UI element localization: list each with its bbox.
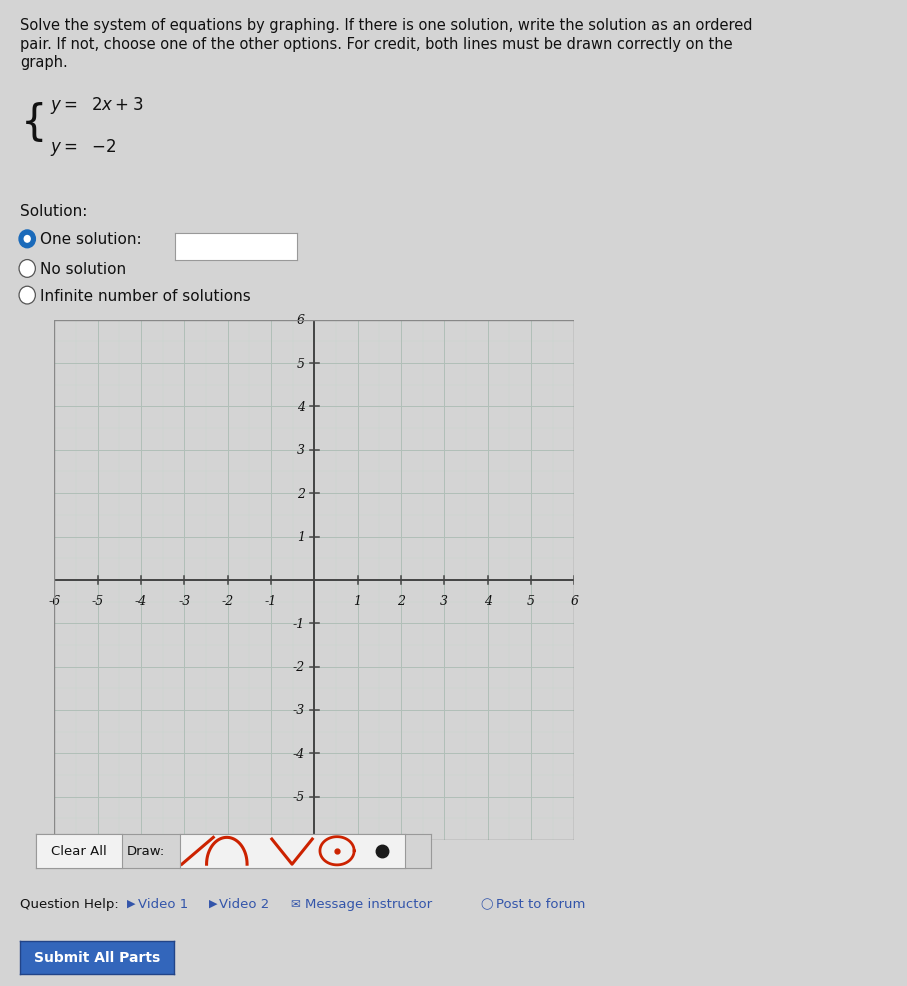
Text: 5: 5 (527, 595, 535, 607)
Text: graph.: graph. (20, 55, 68, 70)
Text: Question Help:: Question Help: (20, 897, 119, 910)
Text: -5: -5 (92, 595, 103, 607)
Text: 4: 4 (483, 595, 492, 607)
Text: 3: 3 (440, 595, 448, 607)
Text: No solution: No solution (40, 261, 126, 277)
Text: 4: 4 (297, 400, 305, 413)
Text: -2: -2 (292, 661, 305, 673)
Text: -1: -1 (292, 617, 305, 630)
Text: ▶: ▶ (127, 897, 135, 907)
Text: Solution:: Solution: (20, 204, 87, 219)
Text: $y=$  $2x+3$: $y=$ $2x+3$ (50, 95, 143, 115)
Text: -4: -4 (135, 595, 147, 607)
Text: -6: -6 (48, 595, 61, 607)
Text: 1: 1 (297, 530, 305, 543)
Text: Video 2: Video 2 (219, 897, 269, 910)
Text: 5: 5 (297, 357, 305, 371)
Text: -3: -3 (292, 704, 305, 717)
Text: 6: 6 (297, 314, 305, 327)
Text: Post to forum: Post to forum (496, 897, 586, 910)
Text: 2: 2 (297, 487, 305, 500)
Text: -5: -5 (292, 790, 305, 804)
Text: -6: -6 (292, 833, 305, 847)
Text: 1: 1 (354, 595, 362, 607)
Text: $\{$: $\{$ (20, 100, 44, 144)
Text: -3: -3 (178, 595, 190, 607)
Text: Message instructor: Message instructor (305, 897, 432, 910)
Text: -1: -1 (265, 595, 277, 607)
Text: -2: -2 (221, 595, 234, 607)
Text: ▶: ▶ (209, 897, 217, 907)
Text: ✉: ✉ (290, 897, 300, 910)
Text: One solution:: One solution: (40, 232, 141, 247)
Text: pair. If not, choose one of the other options. For credit, both lines must be dr: pair. If not, choose one of the other op… (20, 36, 733, 51)
Text: Video 1: Video 1 (138, 897, 188, 910)
Text: 2: 2 (397, 595, 405, 607)
Text: -4: -4 (292, 747, 305, 760)
Text: ◯: ◯ (481, 897, 493, 909)
Text: 6: 6 (571, 595, 579, 607)
Text: Submit All Parts: Submit All Parts (34, 951, 161, 964)
Text: 3: 3 (297, 444, 305, 457)
Text: $y=$  $-2$: $y=$ $-2$ (50, 137, 116, 158)
Text: Solve the system of equations by graphing. If there is one solution, write the s: Solve the system of equations by graphin… (20, 18, 753, 33)
Text: Clear All: Clear All (52, 844, 107, 858)
Text: Draw:: Draw: (127, 844, 165, 858)
Text: Infinite number of solutions: Infinite number of solutions (40, 288, 250, 304)
